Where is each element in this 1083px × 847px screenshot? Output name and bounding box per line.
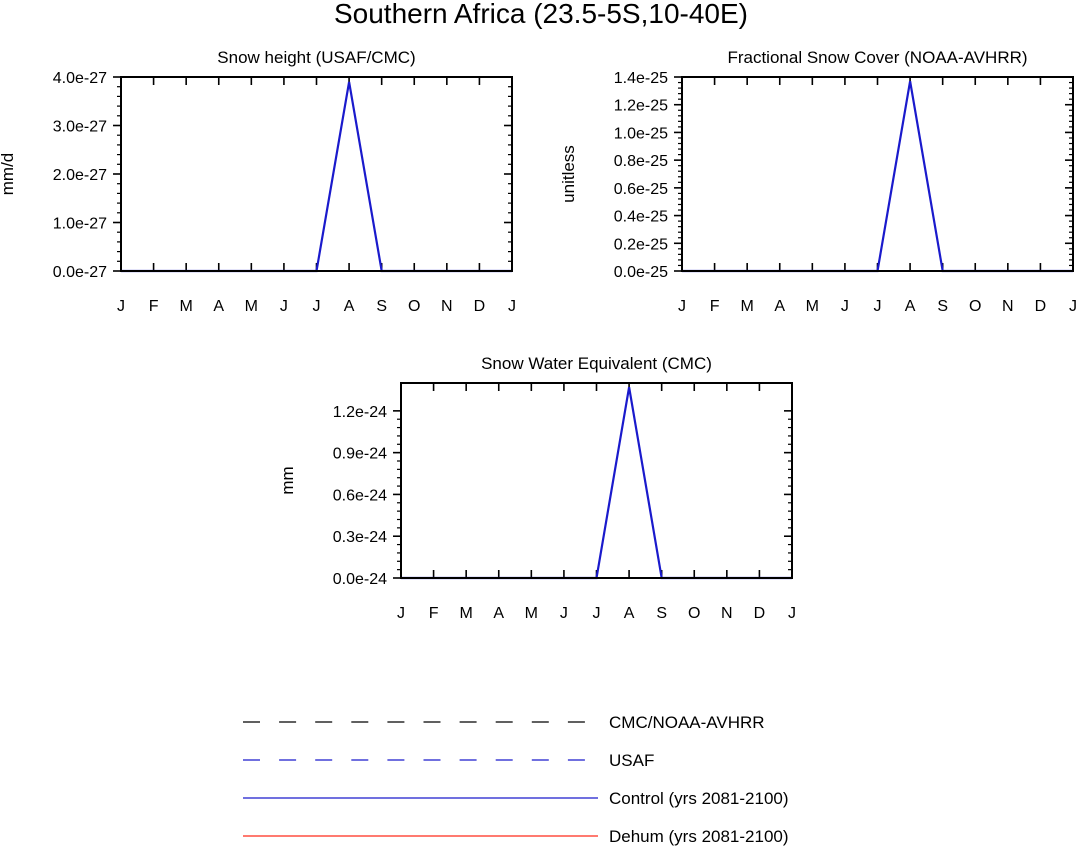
x-tick-label: A (213, 298, 224, 315)
y-tick-label: 0.9e-24 (333, 446, 387, 463)
legend-label: Dehum (yrs 2081-2100) (609, 827, 789, 846)
plot-frame (400, 382, 793, 579)
x-tick-label: J (841, 298, 849, 315)
panels: Snow height (USAF/CMC)mm/dJ F M A M J J A S O N D J0… (0, 48, 1077, 622)
legend-item: USAF (243, 751, 654, 770)
x-tick-label: M (525, 605, 538, 622)
series-line-control (121, 81, 512, 273)
x-tick-label: A (344, 298, 355, 315)
x-tick-label: J (397, 605, 405, 622)
x-tick-label: D (474, 298, 486, 315)
series-line-control (401, 387, 792, 580)
legend-label: USAF (609, 751, 654, 770)
x-tick-label: A (774, 298, 785, 315)
panel-title: Snow height (USAF/CMC) (217, 48, 415, 67)
y-tick-label: 3.0e-27 (53, 119, 107, 136)
x-tick-label: J (1069, 298, 1077, 315)
legend: CMC/NOAA-AVHRR USAF Control (yrs 2081-2100… (243, 713, 789, 846)
series-line-control (682, 81, 1073, 273)
x-tick-label: M (180, 298, 193, 315)
y-axis-label: mm/d (0, 153, 17, 196)
x-tick-label: S (656, 605, 667, 622)
legend-item: Control (yrs 2081-2100) (243, 789, 789, 808)
x-tick-label: J (678, 298, 686, 315)
y-tick-label: 0.8e-25 (614, 153, 668, 170)
y-tick-label: 1.0e-27 (53, 216, 107, 233)
x-tick-label: S (937, 298, 948, 315)
y-tick-label: 0.0e-27 (53, 264, 107, 281)
x-tick-label: J (593, 605, 601, 622)
figure-title: Southern Africa (23.5-5S,10-40E) (334, 0, 748, 29)
legend-item: Dehum (yrs 2081-2100) (243, 827, 789, 846)
x-tick-label: F (710, 298, 720, 315)
y-tick-label: 0.6e-24 (333, 487, 387, 504)
x-tick-label: O (688, 605, 700, 622)
x-tick-label: J (874, 298, 882, 315)
x-tick-label: F (429, 605, 439, 622)
x-tick-label: O (969, 298, 981, 315)
x-tick-label: N (721, 605, 733, 622)
x-tick-label: A (905, 298, 916, 315)
x-tick-label: N (1002, 298, 1014, 315)
y-tick-label: 0.3e-24 (333, 529, 387, 546)
y-tick-label: 0.4e-25 (614, 209, 668, 226)
y-axis-label: unitless (559, 145, 578, 203)
y-axis-label: mm (278, 466, 297, 494)
x-tick-label: F (149, 298, 159, 315)
x-tick-label: J (788, 605, 796, 622)
chart-panel-1: Snow height (USAF/CMC)mm/dJ F M A M J J A S O N D J0… (0, 48, 516, 315)
panel-title: Snow Water Equivalent (CMC) (481, 354, 712, 373)
y-tick-label: 1.2e-25 (614, 98, 668, 115)
plot-frame (120, 76, 513, 272)
panel-title: Fractional Snow Cover (NOAA-AVHRR) (727, 48, 1027, 67)
legend-item: CMC/NOAA-AVHRR (243, 713, 765, 732)
x-tick-label: J (280, 298, 288, 315)
y-tick-label: 0.0e-24 (333, 571, 387, 588)
y-tick-label: 1.2e-24 (333, 404, 387, 421)
x-tick-label: A (624, 605, 635, 622)
y-tick-label: 1.0e-25 (614, 125, 668, 142)
y-tick-label: 0.0e-25 (614, 264, 668, 281)
x-tick-label: J (117, 298, 125, 315)
y-tick-label: 2.0e-27 (53, 167, 107, 184)
x-tick-label: M (460, 605, 473, 622)
x-tick-label: J (560, 605, 568, 622)
x-tick-label: D (1035, 298, 1047, 315)
plot-frame (681, 76, 1074, 272)
x-tick-label: A (493, 605, 504, 622)
y-tick-label: 0.2e-25 (614, 236, 668, 253)
legend-label: Control (yrs 2081-2100) (609, 789, 789, 808)
x-tick-label: O (408, 298, 420, 315)
x-tick-label: M (741, 298, 754, 315)
x-tick-label: J (313, 298, 321, 315)
x-tick-label: J (508, 298, 516, 315)
chart-panel-2: Fractional Snow Cover (NOAA-AVHRR) unitle… (559, 48, 1077, 315)
legend-label: CMC/NOAA-AVHRR (609, 713, 765, 732)
y-tick-label: 1.4e-25 (614, 70, 668, 87)
x-tick-label: D (754, 605, 766, 622)
x-tick-label: M (806, 298, 819, 315)
x-tick-label: N (441, 298, 453, 315)
x-tick-label: S (376, 298, 387, 315)
y-tick-label: 0.6e-25 (614, 181, 668, 198)
chart-panel-3: Snow Water Equivalent (CMC) mm J F M A M J J A S O N… (278, 354, 796, 622)
y-tick-label: 4.0e-27 (53, 70, 107, 87)
x-tick-label: M (245, 298, 258, 315)
